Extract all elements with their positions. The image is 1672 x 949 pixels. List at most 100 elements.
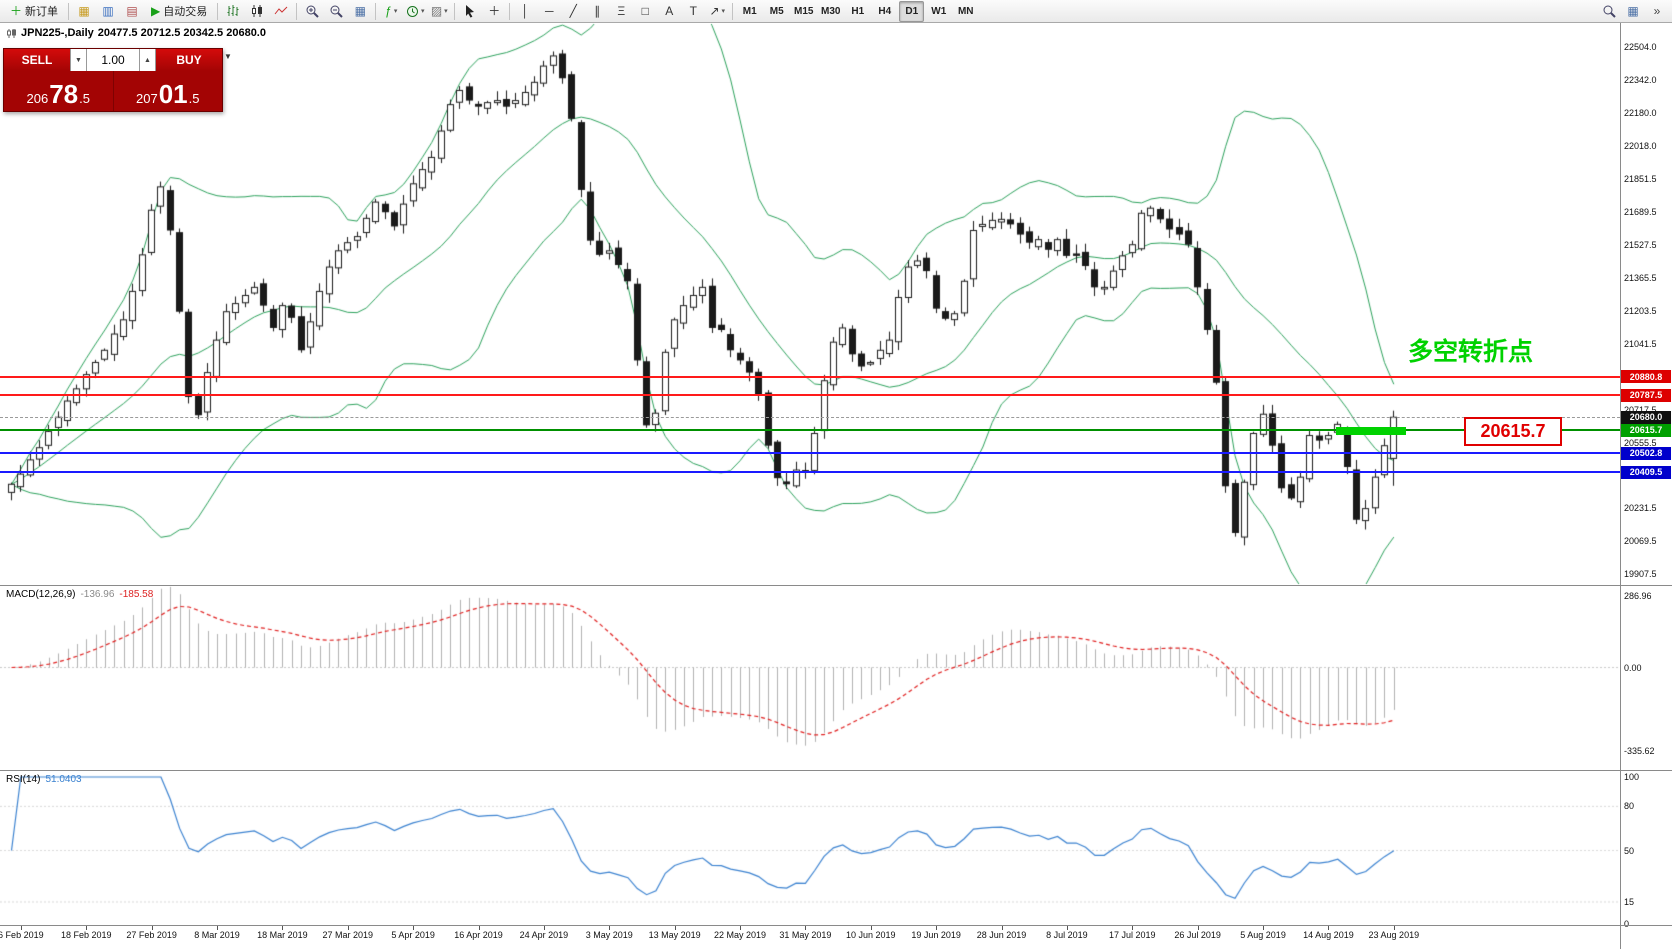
current-price-badge: 20680.0 bbox=[1621, 410, 1671, 424]
macd-axis-tick: -335.62 bbox=[1624, 746, 1655, 757]
toolbar-separator bbox=[68, 2, 70, 20]
price-level-line[interactable] bbox=[0, 471, 1620, 474]
price-axis-tick: 22504.0 bbox=[1624, 42, 1657, 52]
buy-price-suffix: .5 bbox=[188, 91, 200, 106]
volume-decrease-button[interactable]: ▼ bbox=[70, 49, 87, 71]
toolbar-separator bbox=[732, 2, 734, 20]
tf-h4-button[interactable]: H4 bbox=[878, 5, 892, 17]
time-axis-tick bbox=[543, 926, 545, 930]
market-watch-button[interactable]: ▥ bbox=[102, 4, 114, 18]
price-level-line[interactable] bbox=[0, 452, 1620, 455]
tf-w1-button[interactable]: W1 bbox=[931, 5, 947, 17]
candlestick-chart-button[interactable] bbox=[246, 1, 268, 22]
window-layout-button[interactable]: ▦ bbox=[1627, 4, 1639, 18]
line-chart-button[interactable] bbox=[270, 1, 292, 22]
volume-input[interactable]: 1.00 bbox=[87, 49, 139, 71]
tf-m5-button[interactable]: M5 bbox=[769, 5, 784, 17]
quick-search-button[interactable] bbox=[1598, 1, 1620, 22]
tile-windows-button[interactable]: ▦ bbox=[354, 4, 366, 18]
sell-button[interactable]: SELL bbox=[4, 49, 70, 71]
time-axis-label: 3 May 2019 bbox=[585, 930, 633, 940]
toolbar-separator bbox=[296, 2, 298, 20]
trade-panel-toggle[interactable]: ▼ bbox=[224, 52, 232, 61]
toolbar-overflow-button[interactable]: » bbox=[1653, 4, 1661, 18]
time-axis-tick bbox=[282, 926, 284, 930]
macd-label: MACD(12,26,9) -136.96 -185.58 bbox=[6, 589, 153, 600]
tf-h1-button[interactable]: H1 bbox=[851, 5, 865, 17]
horizontal-line-button[interactable]: ─ bbox=[544, 4, 554, 18]
price-axis-tick: 21365.5 bbox=[1624, 273, 1657, 284]
periods-button[interactable]: ▾ bbox=[404, 1, 426, 22]
trendline-button[interactable]: ╱ bbox=[569, 4, 577, 18]
time-axis-tick bbox=[1393, 926, 1395, 930]
time-axis-tick bbox=[413, 926, 415, 930]
new-order-button[interactable]: ＋新订单 bbox=[10, 4, 59, 18]
profiles-button[interactable]: ▦ bbox=[78, 4, 90, 18]
time-axis-tick bbox=[609, 926, 611, 930]
text-label-button[interactable]: T bbox=[689, 4, 697, 18]
sell-price[interactable]: 206 78.5 bbox=[4, 71, 114, 111]
bull-bear-turning-point-annotation[interactable]: 多空转折点 bbox=[1408, 338, 1534, 366]
cursor-button[interactable] bbox=[459, 1, 481, 22]
time-axis-label: 5 Aug 2019 bbox=[1240, 930, 1286, 940]
shapes-button[interactable]: □ bbox=[641, 4, 649, 18]
buy-price-big: 01 bbox=[158, 79, 188, 109]
time-axis-tick bbox=[216, 926, 218, 930]
price-axis-tick: 22018.0 bbox=[1624, 140, 1657, 151]
arrows-button[interactable]: ↗ ▾ bbox=[709, 4, 726, 18]
price-level-line[interactable] bbox=[0, 394, 1620, 397]
volume-increase-button[interactable]: ▲ bbox=[139, 49, 156, 71]
tf-m15-button[interactable]: M15 bbox=[794, 5, 814, 17]
time-axis-label: 24 Apr 2019 bbox=[519, 930, 569, 940]
text-button[interactable]: A bbox=[665, 4, 674, 18]
tf-d1-button[interactable]: D1 bbox=[899, 0, 925, 22]
toolbar: ＋新订单 ▦ ▥ ▤ ▶ 自动交易 ▦ ƒ ▾ ▾ ▨ ▾ ＋ │ ─ ╱ ∥ Ξ □ A T ↗ ▾ M1 M5 M15 M30 H… bbox=[0, 0, 1672, 23]
time-axis-label: 8 Mar 2019 bbox=[194, 930, 240, 940]
tf-m1-button[interactable]: M1 bbox=[742, 5, 757, 17]
rsi-axis-tick: 15 bbox=[1624, 896, 1635, 907]
time-axis-label: 10 Jun 2019 bbox=[845, 930, 896, 940]
price-level-line[interactable] bbox=[0, 375, 1620, 378]
data-window-button[interactable]: ▤ bbox=[126, 4, 138, 18]
price-level-line[interactable] bbox=[0, 429, 1620, 432]
time-axis-label: 27 Feb 2019 bbox=[126, 930, 177, 940]
indicators-button[interactable]: ƒ ▾ bbox=[385, 4, 398, 18]
crosshair-button[interactable]: ＋ bbox=[488, 4, 501, 18]
sell-price-suffix: .5 bbox=[79, 91, 90, 106]
sell-price-big: 78 bbox=[49, 79, 79, 109]
rsi-axis-tick: 100 bbox=[1624, 772, 1640, 782]
zoom-out-button[interactable] bbox=[325, 1, 347, 22]
auto-trading-button[interactable]: ▶ 自动交易 bbox=[151, 4, 208, 18]
green-highlight-segment[interactable] bbox=[1336, 427, 1406, 435]
rsi-name: RSI(14) bbox=[6, 774, 41, 785]
chart-symbol-period: JPN225-,Daily bbox=[21, 27, 94, 39]
time-axis-label: 18 Feb 2019 bbox=[60, 930, 112, 940]
macd-signal-value: -185.58 bbox=[119, 589, 154, 600]
time-axis-label: 14 Aug 2019 bbox=[1303, 930, 1354, 940]
buy-price[interactable]: 207 01.5 bbox=[114, 71, 223, 111]
price-level-badge: 20880.8 bbox=[1621, 370, 1671, 383]
fibonacci-button[interactable]: Ξ bbox=[617, 4, 626, 18]
price-axis-tick: 20069.5 bbox=[1624, 536, 1657, 547]
pane-separator[interactable] bbox=[0, 770, 1672, 771]
time-axis-tick bbox=[1263, 926, 1265, 930]
buy-button[interactable]: BUY bbox=[156, 49, 222, 71]
zoom-in-button[interactable] bbox=[301, 1, 323, 22]
bar-chart-button[interactable] bbox=[222, 1, 244, 22]
time-axis-label: 22 May 2019 bbox=[713, 930, 767, 940]
one-click-trading-panel: SELL ▼ 1.00 ▲ BUY 206 78.5 207 01.5 bbox=[3, 48, 223, 112]
channel-button[interactable]: ∥ bbox=[594, 4, 601, 18]
chart-title: JPN225-,Daily 20477.5 20712.5 20342.5 20… bbox=[6, 27, 266, 39]
pane-separator[interactable] bbox=[0, 585, 1672, 586]
vertical-line-button[interactable]: │ bbox=[521, 4, 530, 18]
time-axis-tick bbox=[347, 926, 349, 930]
price-callout-label[interactable]: 20615.7 bbox=[1464, 417, 1562, 446]
time-axis-label: 13 May 2019 bbox=[648, 930, 701, 940]
tf-mn-button[interactable]: MN bbox=[957, 5, 974, 17]
tf-m30-button[interactable]: M30 bbox=[821, 5, 841, 17]
templates-button[interactable]: ▨ ▾ bbox=[430, 4, 448, 18]
price-level-badge: 20615.7 bbox=[1621, 423, 1671, 437]
time-axis-tick bbox=[478, 926, 480, 930]
